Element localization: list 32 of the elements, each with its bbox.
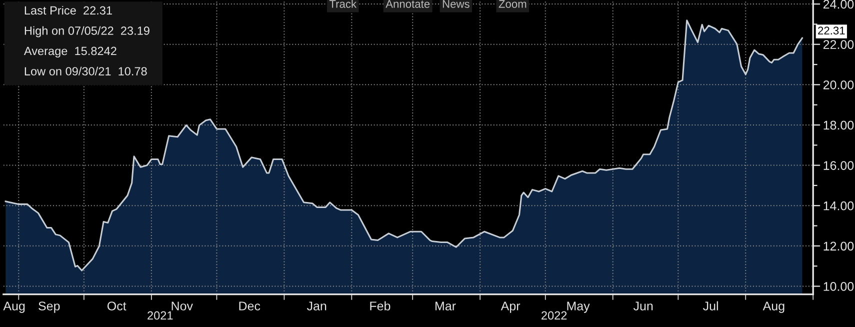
annotation: Zoom	[498, 0, 526, 8]
y-tick-label: 24.00	[823, 0, 854, 9]
annotation: Last Price 22.31	[24, 6, 112, 15]
x-tick-label: Oct	[107, 302, 126, 310]
x-tick-label: May	[567, 302, 590, 313]
x-tick-label: Sep	[38, 302, 60, 313]
x-tick-label: Aug	[762, 302, 784, 313]
x-tick-label: Mar	[436, 302, 456, 310]
annotation: Average 15.8242	[24, 46, 116, 58]
y-tick-label: 18.00	[824, 120, 854, 130]
x-tick-label: Feb	[370, 301, 390, 310]
y-tick-label: 20.00	[823, 80, 854, 90]
y-tick-label: 14.00	[824, 201, 854, 210]
x2-tick-label: 2021	[148, 311, 173, 320]
y-tick-label: 12.00	[824, 242, 854, 251]
x-tick-label: Jun	[633, 302, 653, 310]
x-tick-label: Dec	[239, 302, 260, 310]
x2-tick-label: 2022	[542, 311, 567, 320]
x-tick-label: Nov	[172, 302, 193, 310]
y-tick-label: 10.00	[824, 282, 854, 291]
y-tick-label: 16.00	[824, 161, 854, 170]
x-tick-label: Jul	[703, 301, 718, 310]
x-tick-label: Apr	[500, 302, 520, 313]
annotation: News	[442, 0, 470, 8]
annotation: 22.31	[818, 26, 845, 35]
x-tick-label: Aug	[3, 302, 25, 313]
annotation: Annotate	[386, 0, 430, 8]
y-tick-label: 22.00	[823, 40, 854, 49]
x-tick-label: Jan	[306, 302, 326, 310]
annotation: Low on 09/30/21 10.78	[24, 66, 147, 76]
annotation: Track	[329, 0, 357, 8]
annotation: High on 07/05/22 23.19	[24, 26, 150, 38]
